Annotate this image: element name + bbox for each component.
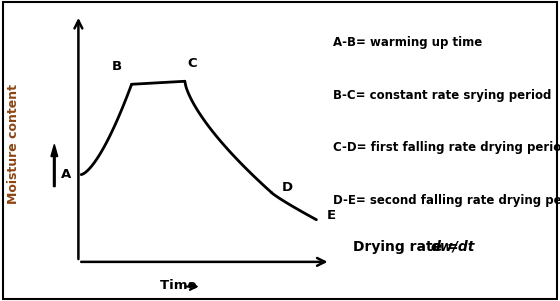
Text: B-C= constant rate srying period: B-C= constant rate srying period [333,89,552,102]
Text: C: C [188,57,197,70]
Text: A-B= warming up time: A-B= warming up time [333,36,483,49]
Text: B: B [112,60,122,73]
Text: D-E= second falling rate drying period: D-E= second falling rate drying period [333,194,560,207]
Text: D: D [282,182,292,194]
Text: Drying rate =: Drying rate = [353,240,459,254]
Text: Moisture content: Moisture content [7,85,21,204]
Text: E: E [326,209,335,222]
Text: dw/dt: dw/dt [430,240,474,254]
Text: Time: Time [160,279,206,292]
Text: C-D= first falling rate drying period: C-D= first falling rate drying period [333,141,560,154]
Text: A: A [61,168,71,181]
